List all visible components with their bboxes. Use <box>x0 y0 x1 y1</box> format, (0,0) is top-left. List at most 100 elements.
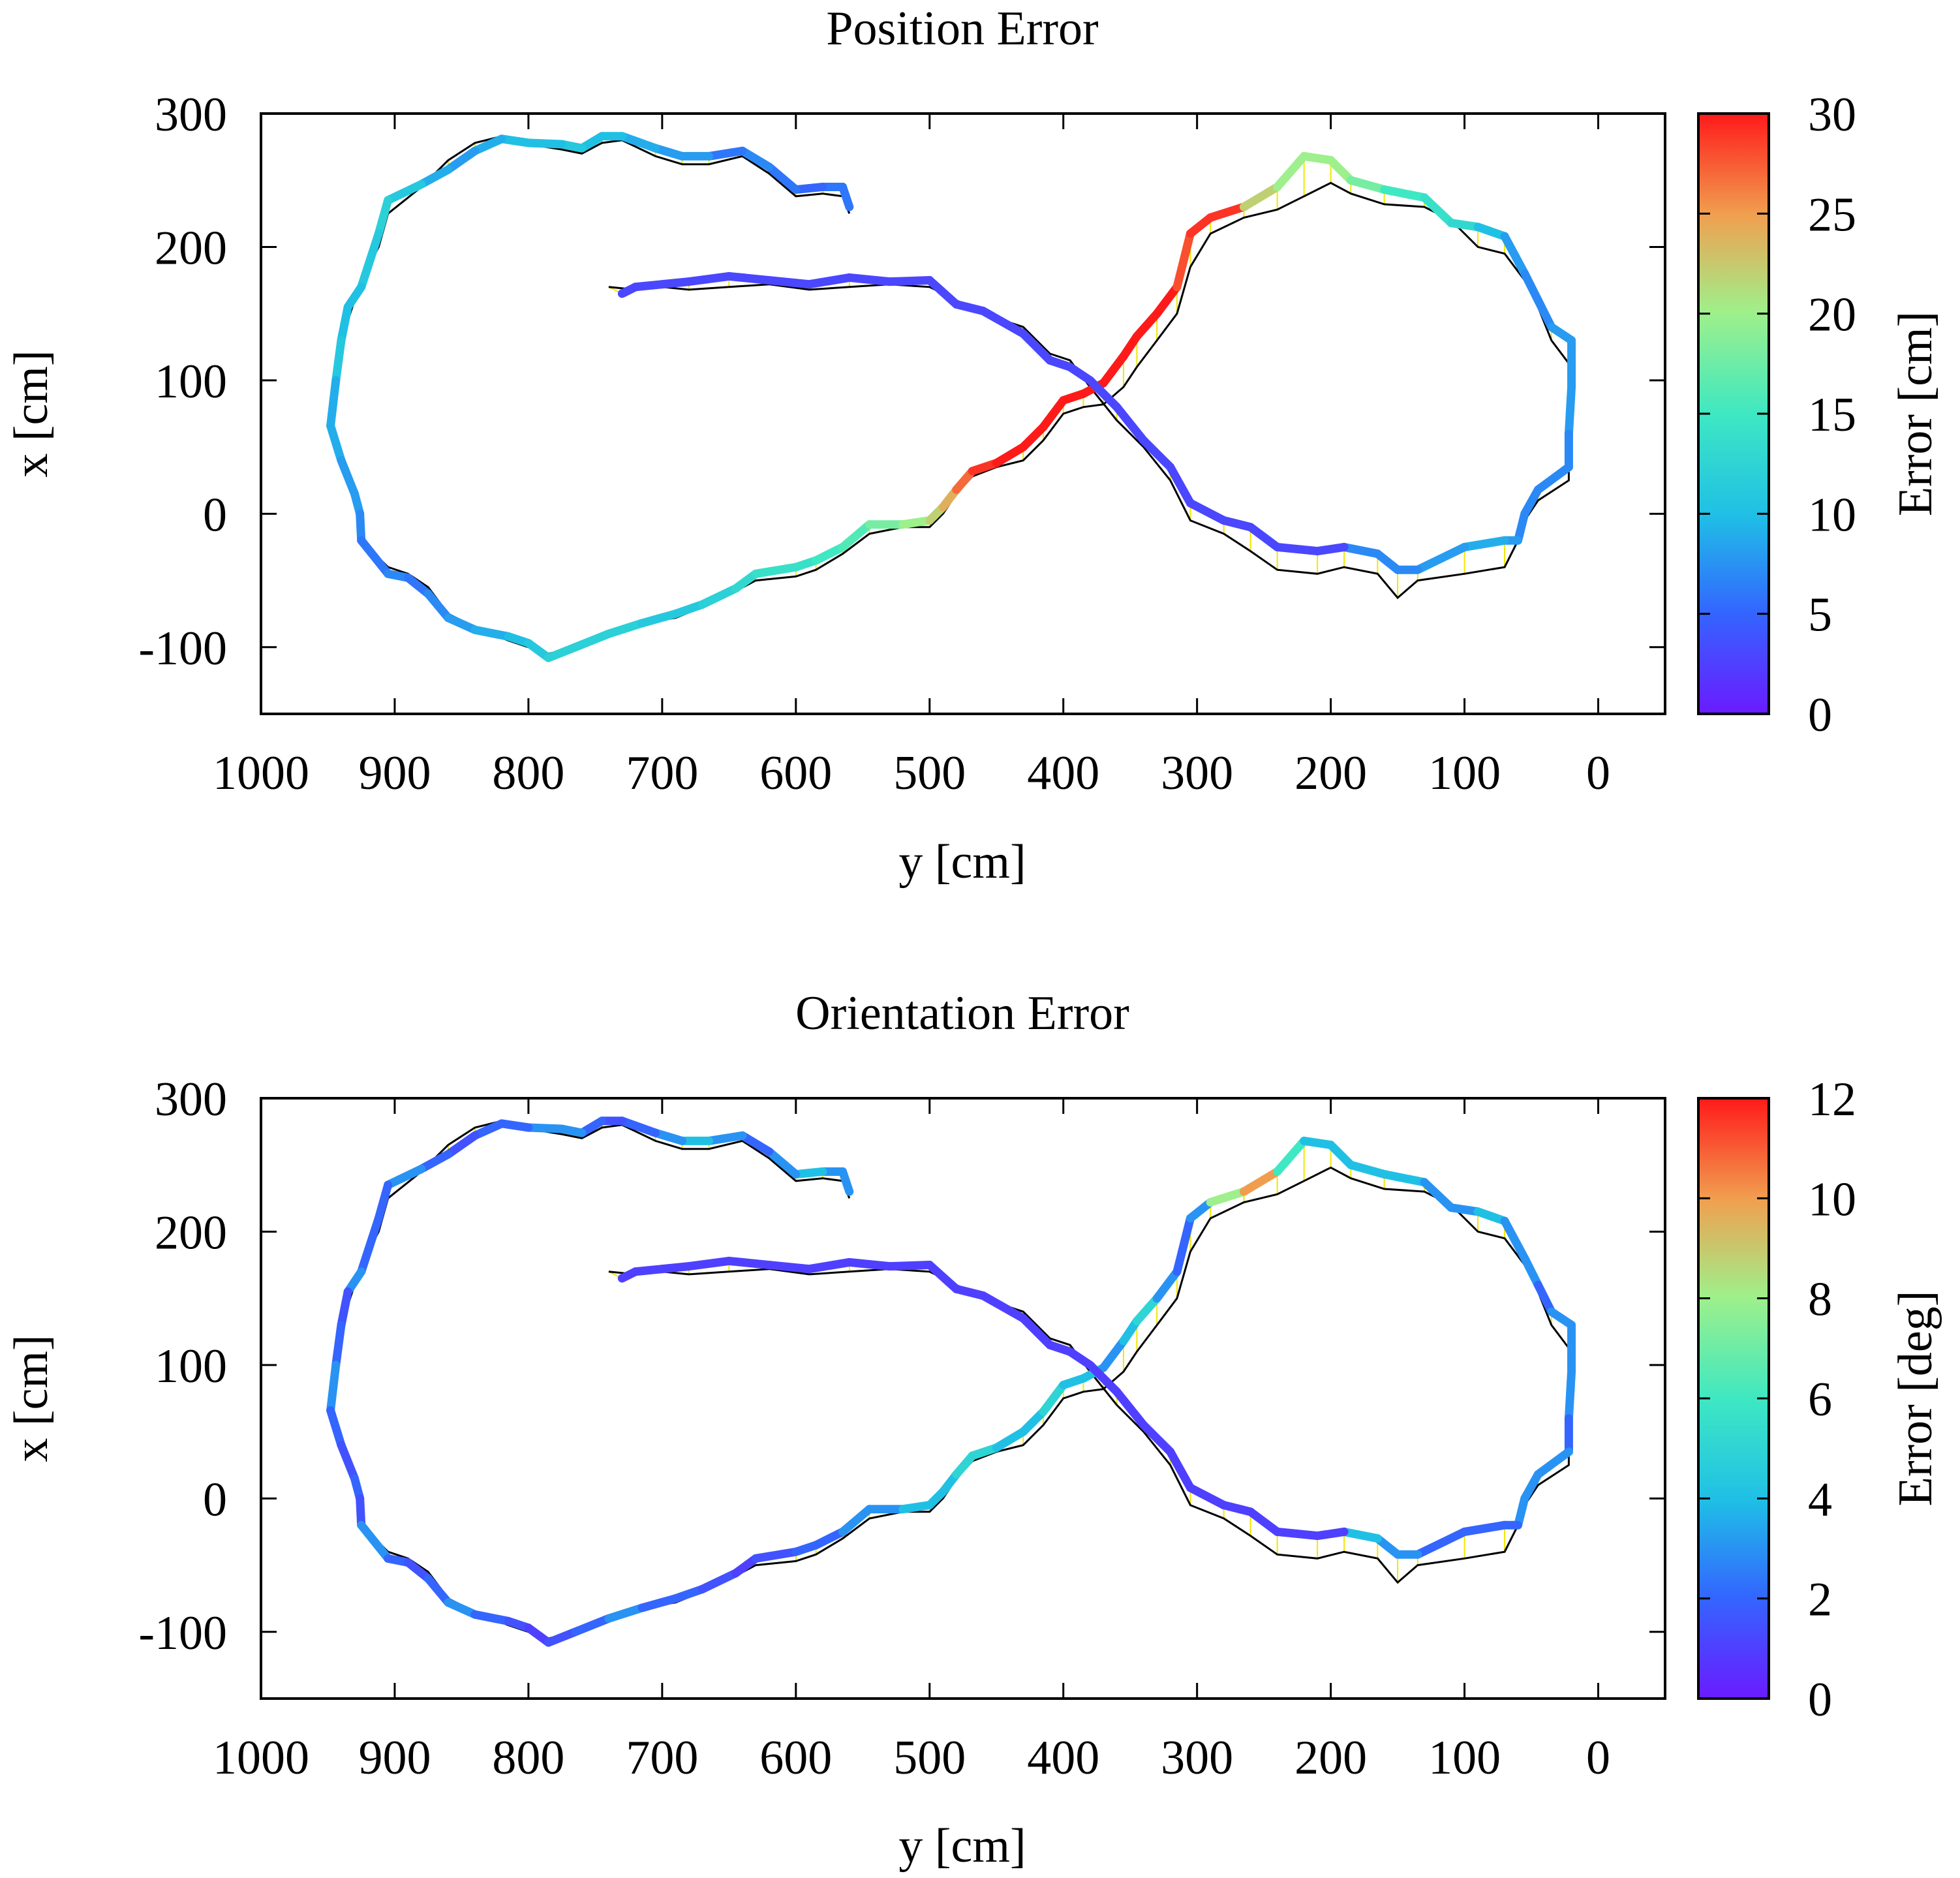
estimate-segment <box>1246 523 1282 551</box>
estimate-segment <box>1460 1520 1509 1536</box>
colorbar-label: Error [cm] <box>1889 311 1942 516</box>
estimate-segment <box>1514 509 1529 545</box>
estimate-segment <box>671 1584 707 1603</box>
colorbar-tick-label: 6 <box>1808 1373 1832 1426</box>
estimate-segment <box>705 1131 747 1145</box>
y-axis-label: x [cm] <box>5 350 58 477</box>
estimate-segment <box>497 134 533 147</box>
estimate-segment <box>337 456 359 499</box>
colorbar-tick-label: 25 <box>1808 188 1856 241</box>
trajectory-layer <box>326 132 1576 662</box>
estimate-segment <box>444 1598 480 1619</box>
estimate-segment <box>357 1520 393 1563</box>
estimate-segment <box>403 1558 433 1583</box>
estimate-segment <box>1473 223 1509 241</box>
y-tick-label: 100 <box>155 1340 227 1393</box>
estimate-segment <box>1313 1527 1349 1541</box>
estimate-segment <box>1018 1314 1054 1349</box>
estimate-segment <box>1413 1527 1469 1559</box>
y-axis: 300 200 100 0 -100 <box>138 1073 1665 1660</box>
x-tick-label: 800 <box>492 747 564 800</box>
estimate-segment <box>326 1406 346 1450</box>
estimate-segment <box>738 146 774 172</box>
estimate-segment <box>384 1164 426 1190</box>
estimate-segment <box>497 1119 533 1132</box>
estimate-segment <box>1564 382 1576 439</box>
estimate-segment <box>403 573 433 598</box>
estimate-segment <box>356 509 366 545</box>
estimate-segment <box>544 1627 580 1647</box>
estimate-segment <box>1300 151 1336 165</box>
x-tick-label: 0 <box>1586 747 1610 800</box>
x-tick-label: 400 <box>1027 747 1099 800</box>
estimate-segment <box>1533 1447 1573 1479</box>
estimate-segment <box>1380 185 1429 202</box>
estimate-segment <box>357 229 383 292</box>
panel-orientation-error: Orientation Error 1000 900 800 700 600 500 400… <box>5 987 1942 1873</box>
estimate-segment <box>765 1261 814 1274</box>
estimate-segment <box>331 1321 346 1370</box>
estimate-segment <box>1273 1527 1322 1541</box>
estimate-segment <box>1086 1361 1122 1396</box>
y-tick-label: 200 <box>155 221 227 275</box>
chart-title: Orientation Error <box>795 987 1129 1040</box>
x-tick-label: 200 <box>1294 747 1367 800</box>
estimate-segment <box>617 1116 660 1137</box>
estimate-segment <box>705 146 747 161</box>
estimate-segment <box>1500 1216 1529 1263</box>
y-tick-label: -100 <box>138 622 227 675</box>
estimate-segment <box>979 1291 1028 1323</box>
estimate-segment <box>337 1287 352 1330</box>
estimate-segment <box>374 1180 393 1223</box>
colorbar-tick-label: 10 <box>1808 488 1856 542</box>
estimate-segment <box>1166 463 1195 508</box>
y-tick-label: 300 <box>155 88 227 142</box>
estimate-segment <box>637 609 680 628</box>
estimate-segment <box>470 1610 513 1625</box>
estimate-segment <box>1373 1534 1402 1559</box>
estimate-segment <box>1273 151 1309 191</box>
estimate-segment <box>1300 1136 1336 1150</box>
colorbar-tick-label: 4 <box>1808 1473 1832 1526</box>
estimate-segment <box>952 1284 988 1301</box>
x-tick-label: 600 <box>759 1731 832 1785</box>
panel-position-error: Position Error 1000 900 800 700 600 500 400 300… <box>5 2 1942 889</box>
estimate-segment <box>617 283 640 298</box>
estimate-segment <box>1219 1501 1255 1516</box>
estimate-segment <box>1206 202 1248 222</box>
estimate-segment <box>765 276 814 289</box>
estimate-segment <box>1340 1527 1382 1543</box>
estimate-segment <box>524 138 566 149</box>
estimate-segment <box>671 600 707 619</box>
estimate-segment <box>765 1147 801 1179</box>
estimate-segment <box>658 1262 694 1274</box>
colorbar-tick-label: 5 <box>1808 589 1832 642</box>
estimate-segment <box>898 516 934 529</box>
estimate-segment <box>1152 1267 1182 1303</box>
estimate-segment <box>1112 1387 1148 1430</box>
estimate-segment <box>1346 1160 1389 1179</box>
estimate-segment <box>845 273 894 286</box>
colorbar-label: Error [deg] <box>1889 1291 1942 1507</box>
estimate-segment <box>1520 485 1542 518</box>
estimate-segment <box>1186 1197 1215 1223</box>
estimate-segment <box>791 182 827 194</box>
estimate-segment <box>979 307 1028 338</box>
y-tick-label: 200 <box>155 1206 227 1259</box>
estimate-segment <box>470 625 513 641</box>
estimate-segment <box>1520 269 1542 305</box>
estimate-segment <box>1099 352 1128 388</box>
estimate-segment <box>1239 182 1282 211</box>
estimate-segment <box>1132 1294 1161 1325</box>
estimate-segment <box>845 1257 894 1271</box>
estimate-segment <box>1313 542 1349 556</box>
estimate-segment <box>444 146 480 174</box>
estimate-segment <box>838 1505 874 1536</box>
estimate-segment <box>571 1614 613 1637</box>
estimate-segment <box>1039 396 1068 431</box>
estimate-segment <box>1239 1167 1282 1196</box>
colorbar-tick-label: 30 <box>1808 88 1856 142</box>
y-tick-label: 0 <box>203 488 227 542</box>
x-axis-label: y [cm] <box>898 1819 1026 1873</box>
estimate-segment <box>1447 219 1482 232</box>
